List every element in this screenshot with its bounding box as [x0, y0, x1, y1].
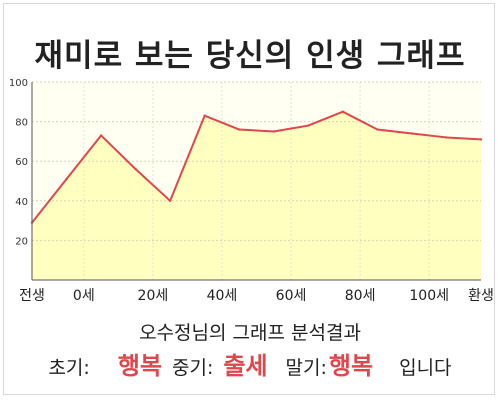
data-point	[203, 114, 206, 117]
middle-value: 출세	[223, 352, 268, 380]
data-point	[238, 128, 241, 131]
x-tick-label: 40세	[207, 288, 238, 304]
x-tick-label: 환생	[468, 288, 494, 304]
y-tick-label: 20	[15, 236, 28, 247]
y-tick-label: 40	[15, 197, 28, 208]
data-point	[479, 138, 483, 141]
x-tick-label: 80세	[345, 288, 376, 304]
data-point	[445, 136, 448, 139]
x-tick-label: 20세	[138, 288, 169, 304]
x-tick-label: 0세	[73, 288, 95, 304]
ending-text: 입니다	[399, 357, 452, 379]
y-tick-label: 80	[15, 118, 28, 129]
x-tick-label: 전생	[19, 288, 45, 304]
data-point	[134, 167, 137, 171]
data-point	[65, 177, 68, 181]
chart-frame	[3, 3, 495, 395]
analysis-result: 초기: 행복 중기: 출세 말기: 행복 입니다	[0, 346, 500, 381]
analysis-subtitle: 오수정님의 그래프 분석결과	[139, 322, 361, 344]
data-point	[272, 130, 275, 133]
early-value: 행복	[117, 352, 162, 380]
area-fill	[32, 111, 481, 280]
late-value: 행복	[328, 352, 374, 380]
data-point	[99, 134, 103, 137]
x-tick-label: 100세	[409, 288, 449, 304]
data-point	[410, 132, 414, 135]
middle-label: 중기:	[172, 357, 214, 379]
x-tick-label: 60세	[276, 288, 307, 304]
y-tick-label: 60	[15, 157, 28, 168]
chart-title: 재미로 보는 당신의 인생 그래프	[34, 38, 466, 74]
y-tick-label: 100	[9, 78, 28, 89]
series-line	[31, 110, 482, 224]
late-label: 말기:	[285, 357, 327, 379]
data-point	[307, 124, 310, 127]
data-point	[168, 199, 172, 202]
data-point	[341, 110, 345, 113]
early-label: 초기:	[48, 357, 90, 379]
data-point	[376, 128, 379, 131]
